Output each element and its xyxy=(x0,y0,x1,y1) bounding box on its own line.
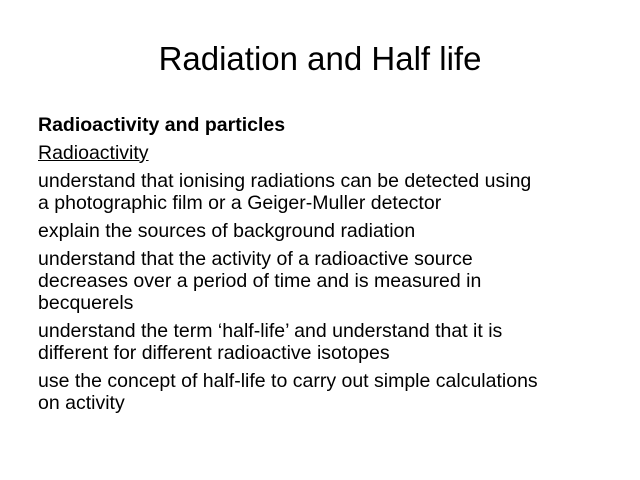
list-item: understand the term ‘half-life’ and unde… xyxy=(38,320,618,364)
item-line: becquerels xyxy=(38,292,134,314)
item-line: understand that ionising radiations can … xyxy=(38,170,532,192)
item-line: a photographic film or a Geiger-Muller d… xyxy=(38,192,442,214)
slide-title: Radiation and Half life xyxy=(158,40,482,77)
item-line: use the concept of half-life to carry ou… xyxy=(38,370,538,392)
list-item: explain the sources of background radiat… xyxy=(38,220,618,242)
list-item: understand that the activity of a radioa… xyxy=(38,248,618,314)
item-line: explain the sources of background radiat… xyxy=(38,220,416,242)
item-line: decreases over a period of time and is m… xyxy=(38,270,482,292)
item-line: different for different radioactive isot… xyxy=(38,342,390,364)
slide-body: Radioactivity and particles Radioactivit… xyxy=(38,114,618,414)
item-line: understand that the activity of a radioa… xyxy=(38,248,473,270)
list-item: use the concept of half-life to carry ou… xyxy=(38,370,618,414)
item-line: understand the term ‘half-life’ and unde… xyxy=(38,320,503,342)
item-line: on activity xyxy=(38,392,125,414)
subsection-heading: Radioactivity xyxy=(38,142,149,164)
section-heading: Radioactivity and particles xyxy=(38,114,286,136)
list-item: understand that ionising radiations can … xyxy=(38,170,618,214)
